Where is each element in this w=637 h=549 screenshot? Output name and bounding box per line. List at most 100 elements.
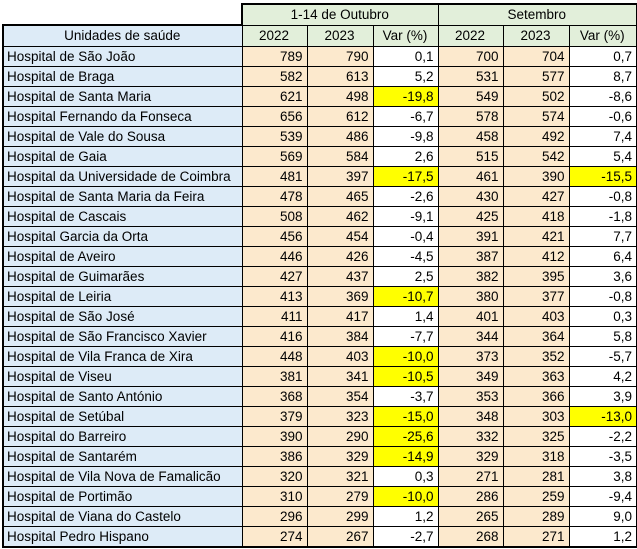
cell-oct-var-percent[interactable]: -9,8 [372, 125, 439, 147]
cell-oct-2022[interactable]: 446 [241, 245, 308, 267]
cell-oct-2022[interactable]: 416 [241, 325, 308, 347]
cell-oct-2022[interactable]: 539 [241, 125, 308, 147]
cell-oct-2023[interactable]: 321 [306, 465, 374, 487]
cell-sep-2022[interactable]: 461 [437, 165, 504, 187]
cell-sep-var-percent[interactable]: 5,4 [568, 145, 637, 167]
cell-hospital-name[interactable]: Hospital de Gaia [2, 145, 243, 167]
cell-oct-var-percent[interactable]: -2,7 [372, 525, 439, 548]
cell-sep-2023[interactable]: 366 [502, 385, 570, 407]
cell-sep-2022[interactable]: 578 [437, 105, 504, 127]
cell-hospital-name[interactable]: Hospital de São Francisco Xavier [2, 325, 243, 347]
cell-oct-2022[interactable]: 789 [241, 45, 308, 67]
cell-oct-var-percent[interactable]: -0,4 [372, 225, 439, 247]
cell-sep-2022[interactable]: 458 [437, 125, 504, 147]
cell-oct-var-percent[interactable]: -9,1 [372, 205, 439, 227]
cell-sep-2023[interactable]: 271 [502, 525, 570, 548]
cell-oct-var-percent[interactable]: -14,9 [372, 445, 439, 467]
cell-oct-2023[interactable]: 790 [306, 45, 374, 67]
cell-oct-var-percent[interactable]: -7,7 [372, 325, 439, 347]
cell-sep-var-percent[interactable]: 4,2 [568, 365, 637, 387]
cell-sep-var-percent[interactable]: 3,6 [568, 265, 637, 287]
cell-oct-2023[interactable]: 341 [306, 365, 374, 387]
cell-oct-2023[interactable]: 613 [306, 65, 374, 87]
cell-oct-2023[interactable]: 486 [306, 125, 374, 147]
cell-hospital-name[interactable]: Hospital do Barreiro [2, 425, 243, 447]
cell-sep-var-percent[interactable]: -0,8 [568, 285, 637, 307]
cell-hospital-name[interactable]: Hospital de Setúbal [2, 405, 243, 427]
cell-oct-var-percent[interactable]: -6,7 [372, 105, 439, 127]
cell-oct-2022[interactable]: 569 [241, 145, 308, 167]
cell-sep-2023[interactable]: 574 [502, 105, 570, 127]
cell-sep-2023[interactable]: 577 [502, 65, 570, 87]
cell-sep-2023[interactable]: 421 [502, 225, 570, 247]
cell-sep-2022[interactable]: 349 [437, 365, 504, 387]
cell-oct-2023[interactable]: 329 [306, 445, 374, 467]
cell-hospital-name[interactable]: Hospital de Vila Franca de Xira [2, 345, 243, 367]
cell-oct-2022[interactable]: 274 [241, 525, 308, 548]
cell-hospital-name[interactable]: Hospital Fernando da Fonseca [2, 105, 243, 127]
cell-oct-2022[interactable]: 296 [241, 505, 308, 527]
cell-sep-2023[interactable]: 303 [502, 405, 570, 427]
cell-sep-2022[interactable]: 271 [437, 465, 504, 487]
cell-oct-2023[interactable]: 299 [306, 505, 374, 527]
cell-oct-var-percent[interactable]: 5,2 [372, 65, 439, 87]
cell-oct-var-percent[interactable]: 1,2 [372, 505, 439, 527]
cell-oct-2022[interactable]: 381 [241, 365, 308, 387]
cell-oct-2023[interactable]: 369 [306, 285, 374, 307]
cell-oct-var-percent[interactable]: 2,5 [372, 265, 439, 287]
cell-hospital-name[interactable]: Hospital da Universidade de Coimbra [2, 165, 243, 187]
cell-sep-2023[interactable]: 352 [502, 345, 570, 367]
cell-sep-var-percent[interactable]: 9,0 [568, 505, 637, 527]
cell-sep-2023[interactable]: 502 [502, 85, 570, 107]
cell-oct-var-percent[interactable]: -10,7 [372, 285, 439, 307]
cell-oct-var-percent[interactable]: 0,1 [372, 45, 439, 67]
cell-oct-2023[interactable]: 612 [306, 105, 374, 127]
cell-hospital-name[interactable]: Hospital de Viana do Castelo [2, 505, 243, 527]
cell-oct-var-percent[interactable]: -10,0 [372, 345, 439, 367]
cell-hospital-name[interactable]: Hospital de Vila Nova de Famalicão [2, 465, 243, 487]
cell-oct-var-percent[interactable]: -3,7 [372, 385, 439, 407]
cell-sep-var-percent[interactable]: 7,4 [568, 125, 637, 147]
cell-hospital-name[interactable]: Hospital de São José [2, 305, 243, 327]
cell-hospital-name[interactable]: Hospital de Aveiro [2, 245, 243, 267]
cell-sep-var-percent[interactable]: -0,8 [568, 185, 637, 207]
cell-sep-2022[interactable]: 265 [437, 505, 504, 527]
cell-oct-2022[interactable]: 508 [241, 205, 308, 227]
column-header-oct-2023[interactable]: 2023 [306, 24, 374, 47]
cell-sep-2022[interactable]: 425 [437, 205, 504, 227]
cell-sep-2023[interactable]: 412 [502, 245, 570, 267]
cell-hospital-name[interactable]: Hospital Garcia da Orta [2, 225, 243, 247]
cell-hospital-name[interactable]: Hospital de Santarém [2, 445, 243, 467]
cell-sep-2023[interactable]: 259 [502, 485, 570, 507]
cell-sep-2022[interactable]: 531 [437, 65, 504, 87]
cell-oct-2022[interactable]: 379 [241, 405, 308, 427]
column-header-sep-2022[interactable]: 2022 [437, 24, 504, 47]
cell-oct-2023[interactable]: 426 [306, 245, 374, 267]
column-header-sep-var[interactable]: Var (%) [568, 24, 637, 47]
cell-sep-2022[interactable]: 382 [437, 265, 504, 287]
cell-oct-2022[interactable]: 413 [241, 285, 308, 307]
column-header-unidades-de-saude[interactable]: Unidades de saúde [2, 24, 243, 47]
cell-sep-2022[interactable]: 268 [437, 525, 504, 548]
cell-sep-2023[interactable]: 364 [502, 325, 570, 347]
cell-hospital-name[interactable]: Hospital de Portimão [2, 485, 243, 507]
cell-oct-2022[interactable]: 390 [241, 425, 308, 447]
cell-sep-2022[interactable]: 353 [437, 385, 504, 407]
cell-hospital-name[interactable]: Hospital de Santo António [2, 385, 243, 407]
cell-oct-2023[interactable]: 454 [306, 225, 374, 247]
cell-oct-2022[interactable]: 386 [241, 445, 308, 467]
cell-sep-2022[interactable]: 515 [437, 145, 504, 167]
cell-sep-2023[interactable]: 363 [502, 365, 570, 387]
cell-oct-2022[interactable]: 456 [241, 225, 308, 247]
cell-oct-var-percent[interactable]: -10,0 [372, 485, 439, 507]
cell-sep-2022[interactable]: 344 [437, 325, 504, 347]
cell-sep-2022[interactable]: 380 [437, 285, 504, 307]
cell-sep-var-percent[interactable]: 1,2 [568, 525, 637, 548]
cell-sep-var-percent[interactable]: -2,2 [568, 425, 637, 447]
cell-oct-2022[interactable]: 448 [241, 345, 308, 367]
cell-oct-var-percent[interactable]: -25,6 [372, 425, 439, 447]
cell-sep-var-percent[interactable]: 8,7 [568, 65, 637, 87]
cell-sep-var-percent[interactable]: -13,0 [568, 405, 637, 427]
cell-sep-2023[interactable]: 403 [502, 305, 570, 327]
cell-oct-2023[interactable]: 354 [306, 385, 374, 407]
